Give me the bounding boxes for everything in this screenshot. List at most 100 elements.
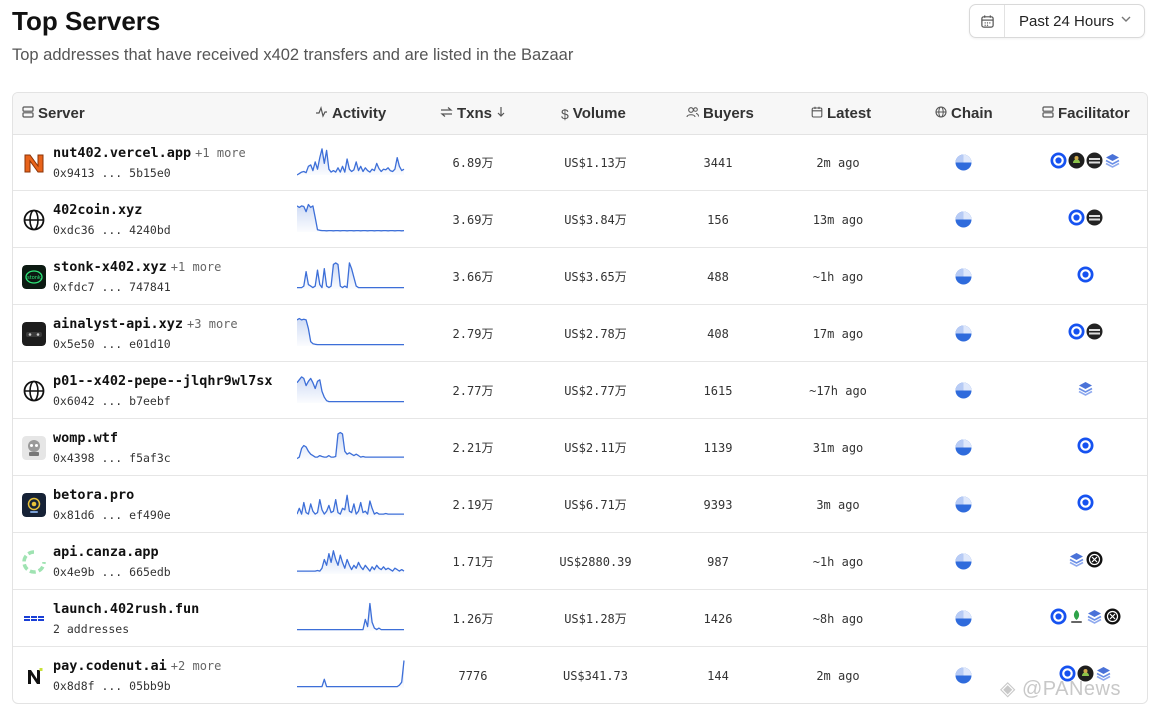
base-chain-icon[interactable] — [955, 382, 972, 404]
base-chain-icon[interactable] — [955, 553, 972, 575]
server-address[interactable]: 0xdc36 ... 4240bd — [53, 223, 171, 237]
server-name-link[interactable]: launch.402rush.fun — [53, 601, 199, 617]
volume-value: US$6.71万 — [564, 498, 627, 512]
server-name-link[interactable]: betora.pro — [53, 487, 134, 503]
latest-value: ~1h ago — [812, 554, 864, 569]
server-address[interactable]: 0x6042 ... b7eebf — [53, 394, 171, 408]
activity-sparkline — [297, 257, 405, 300]
base-chain-icon[interactable] — [955, 439, 972, 461]
server-name-link[interactable]: p01--x402-pepe--jlqhr9wl7sx — [53, 373, 272, 389]
column-header-buyers[interactable]: Buyers — [686, 93, 754, 134]
thirdweb-icon[interactable] — [1068, 608, 1085, 630]
table-row[interactable]: 402coin.xyz 0xdc36 ... 4240bd 3.69万 US$3.84… — [13, 191, 1147, 248]
users-icon — [686, 105, 699, 122]
server-name-link[interactable]: womp.wtf — [53, 430, 118, 446]
daydreams-icon[interactable] — [1086, 323, 1103, 345]
base-chain-icon[interactable] — [955, 154, 972, 176]
server-address[interactable]: 0x4398 ... f5af3c — [53, 451, 171, 465]
x402rs-icon[interactable] — [1086, 608, 1103, 630]
page-subtitle: Top addresses that have received x402 tr… — [12, 46, 574, 64]
daydreams-icon[interactable] — [1086, 209, 1103, 231]
txns-value: 3.69万 — [452, 213, 494, 227]
x402rs-icon[interactable] — [1095, 665, 1112, 687]
server-name: womp.wtf — [53, 430, 119, 446]
coinbase-icon[interactable] — [1050, 608, 1067, 630]
base-chain-icon[interactable] — [955, 211, 972, 233]
table-row[interactable]: api.canza.app 0x4e9b ... 665edb 1.71万 US$28… — [13, 533, 1147, 590]
column-header-activity[interactable]: Activity — [315, 93, 386, 134]
txns-value: 6.89万 — [452, 156, 494, 170]
table-row[interactable]: stonk stonk-x402.xyz +1 more 0xfdc7 ... 747… — [13, 248, 1147, 305]
openx402-icon[interactable] — [1086, 551, 1103, 573]
payai-icon[interactable] — [1077, 665, 1094, 687]
server-address[interactable]: 0x5e50 ... e01d10 — [53, 337, 171, 351]
more-servers-link[interactable]: +3 more — [187, 317, 238, 331]
base-chain-icon[interactable] — [955, 325, 972, 347]
volume-value: US$2.77万 — [564, 384, 627, 398]
server-name-link[interactable]: ainalyst-api.xyz +3 more — [53, 316, 238, 332]
base-chain-icon[interactable] — [955, 496, 972, 518]
column-header-server[interactable]: Server — [22, 93, 85, 134]
x402rs-icon[interactable] — [1077, 380, 1094, 402]
server-address[interactable]: 2 addresses — [53, 622, 130, 636]
globe-logo-icon — [22, 208, 46, 232]
coinbase-icon[interactable] — [1077, 437, 1094, 459]
server-icon — [22, 105, 34, 122]
table-row[interactable]: p01--x402-pepe--jlqhr9wl7sx 0x6042 ... b7… — [13, 362, 1147, 419]
server-name: 402coin.xyz — [53, 202, 143, 218]
globe-logo-icon — [22, 379, 46, 403]
server-name-link[interactable]: stonk-x402.xyz +1 more — [53, 259, 221, 275]
column-header-txns[interactable]: Txns — [440, 93, 506, 134]
server-address[interactable]: 0xfdc7 ... 747841 — [53, 280, 171, 294]
x402rs-icon[interactable] — [1104, 152, 1121, 174]
volume-value: US$1.13万 — [564, 156, 627, 170]
daydreams-icon[interactable] — [1086, 152, 1103, 174]
server-name-link[interactable]: nut402.vercel.app +1 more — [53, 145, 246, 161]
table-row[interactable]: ainalyst-api.xyz +3 more 0x5e50 ... e01d10… — [13, 305, 1147, 362]
coinbase-icon[interactable] — [1059, 665, 1076, 687]
server-name: betora.pro — [53, 487, 135, 503]
table-row[interactable]: nut402.vercel.app +1 more 0x9413 ... 5b15e… — [13, 134, 1147, 191]
table-row[interactable]: launch.402rush.fun 2 addresses 1.26万 US$1.2… — [13, 590, 1147, 647]
betora-logo-icon — [22, 493, 46, 517]
txns-value: 7776 — [458, 668, 488, 683]
base-chain-icon[interactable] — [955, 268, 972, 290]
column-header-volume[interactable]: $ Volume — [561, 93, 626, 134]
more-servers-link[interactable]: +1 more — [170, 260, 222, 274]
volume-value: US$341.73 — [562, 668, 629, 683]
server-address[interactable]: 0x4e9b ... 665edb — [53, 565, 171, 579]
more-servers-link[interactable]: +1 more — [195, 146, 246, 160]
more-servers-link[interactable]: +2 more — [170, 659, 222, 673]
time-range-dropdown[interactable]: Past 24 Hours — [969, 4, 1145, 38]
activity-sparkline — [296, 200, 405, 243]
globe-icon — [935, 105, 947, 122]
volume-value: US$2.11万 — [564, 441, 627, 455]
x402rs-icon[interactable] — [1068, 551, 1085, 573]
column-label: Server — [38, 105, 85, 122]
facilitator-icons — [1013, 248, 1147, 305]
server-address[interactable]: 0x9413 ... 5b15e0 — [53, 166, 171, 180]
coinbase-icon[interactable] — [1068, 323, 1085, 345]
column-header-latest[interactable]: Latest — [811, 93, 871, 134]
coinbase-icon[interactable] — [1068, 209, 1085, 231]
base-chain-icon[interactable] — [955, 667, 972, 689]
coinbase-icon[interactable] — [1077, 266, 1094, 288]
table-row[interactable]: betora.pro 0x81d6 ... ef490e 2.19万 US$6.71万… — [13, 476, 1147, 533]
table-row[interactable]: womp.wtf 0x4398 ... f5af3c 2.21万 US$2.11万 11… — [13, 419, 1147, 476]
base-chain-icon[interactable] — [955, 610, 972, 632]
column-header-facilitator[interactable]: Facilitator — [1042, 93, 1130, 134]
column-header-chain[interactable]: Chain — [935, 93, 993, 134]
openx402-icon[interactable] — [1104, 608, 1121, 630]
server-address[interactable]: 0x81d6 ... ef490e — [53, 508, 171, 522]
canza-logo-icon — [22, 550, 46, 574]
coinbase-icon[interactable] — [1077, 494, 1094, 516]
server-name-link[interactable]: api.canza.app — [53, 544, 159, 560]
payai-icon[interactable] — [1068, 152, 1085, 174]
stonk-logo-icon: stonk — [22, 265, 46, 289]
coinbase-icon[interactable] — [1050, 152, 1067, 174]
table-row[interactable]: pay.codenut.ai +2 more 0x8d8f ... 05bb9b 77… — [13, 647, 1147, 703]
server-name-link[interactable]: pay.codenut.ai +2 more — [53, 658, 221, 674]
txns-value: 2.21万 — [452, 441, 494, 455]
server-address[interactable]: 0x8d8f ... 05bb9b — [53, 679, 171, 693]
server-name-link[interactable]: 402coin.xyz — [53, 202, 142, 218]
